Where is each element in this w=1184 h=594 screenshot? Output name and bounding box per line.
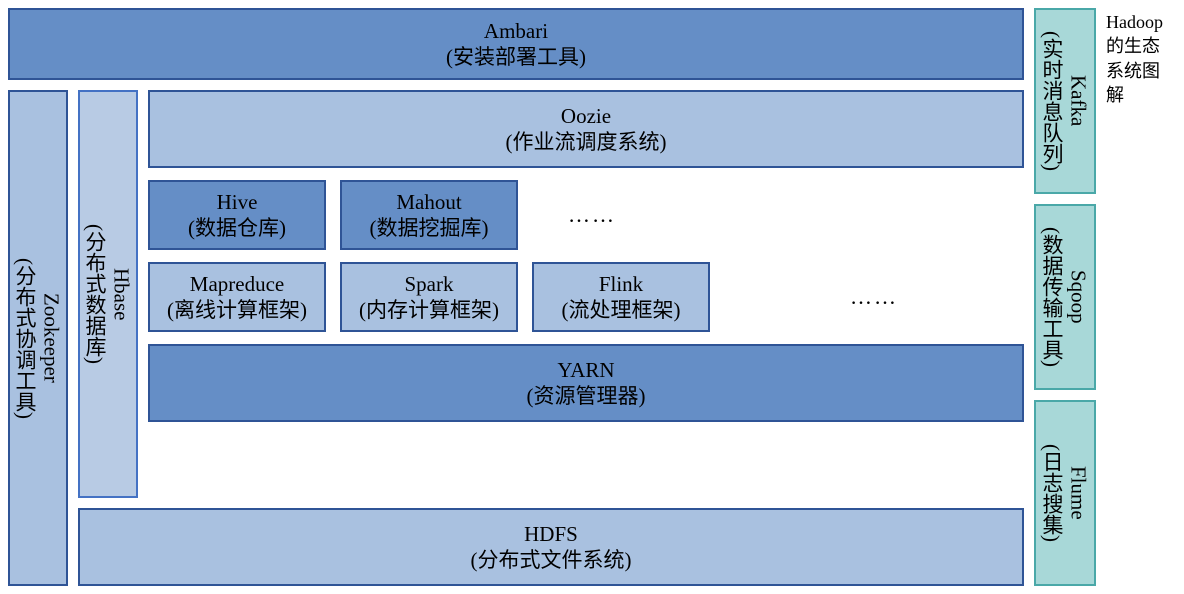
diagram-root: Ambari (安装部署工具) Zookeeper (分布式协调工具) Hbas… [8,8,1176,586]
mapreduce-title: Mapreduce [190,271,284,297]
tools-row-1: Hive (数据仓库) Mahout (数据挖掘库) …… [148,180,1024,250]
kafka-sub: (实时消息队列) [1039,31,1065,171]
spark-sub: (内存计算框架) [359,297,499,323]
row2-ellipsis: …… [724,262,1024,332]
sqoop-sub: (数据传输工具) [1039,227,1065,367]
flume-box: Flume (日志搜集) [1034,400,1096,586]
oozie-title: Oozie [561,103,611,129]
sqoop-box: Sqoop (数据传输工具) [1034,204,1096,390]
hbase-and-center: Hbase (分布式数据库) Oozie (作业流调度系统) [78,90,1024,498]
mapreduce-box: Mapreduce (离线计算框架) [148,262,326,332]
ambari-sub: (安装部署工具) [446,44,586,70]
flink-title: Flink [599,271,643,297]
ambari-title: Ambari [484,18,548,44]
tools-row-2: Mapreduce (离线计算框架) Spark (内存计算框架) Flink … [148,262,1024,332]
hdfs-title: HDFS [524,521,578,547]
middle-row: Zookeeper (分布式协调工具) Hbase (分布式数据库) [8,90,1024,586]
oozie-sub: (作业流调度系统) [506,129,667,155]
yarn-sub: (资源管理器) [527,383,646,409]
hdfs-box: HDFS (分布式文件系统) [78,508,1024,586]
kafka-title: Kafka [1065,75,1091,126]
mapreduce-sub: (离线计算框架) [167,297,307,323]
sqoop-title: Sqoop [1065,270,1091,324]
flume-title: Flume [1065,466,1091,520]
side-column: Kafka (实时消息队列) Sqoop (数据传输工具) Flume (日志搜… [1034,8,1096,586]
flink-sub: (流处理框架) [562,297,681,323]
yarn-box: YARN (资源管理器) [148,344,1024,422]
oozie-box: Oozie (作业流调度系统) [148,90,1024,168]
row1-ellipsis: …… [532,180,652,250]
zookeeper-title: Zookeeper [38,293,64,383]
zookeeper-sub: (分布式协调工具) [12,258,38,419]
hbase-box: Hbase (分布式数据库) [78,90,138,498]
hdfs-sub: (分布式文件系统) [471,547,632,573]
yarn-title: YARN [557,357,614,383]
center-and-hdfs: Hbase (分布式数据库) Oozie (作业流调度系统) [78,90,1024,586]
mahout-title: Mahout [396,189,461,215]
flink-box: Flink (流处理框架) [532,262,710,332]
kafka-box: Kafka (实时消息队列) [1034,8,1096,194]
zookeeper-box: Zookeeper (分布式协调工具) [8,90,68,586]
hive-title: Hive [217,189,258,215]
center-stack: Oozie (作业流调度系统) Hive (数据仓库) Mahout (数 [148,90,1024,498]
main-column: Ambari (安装部署工具) Zookeeper (分布式协调工具) Hbas… [8,8,1024,586]
ambari-box: Ambari (安装部署工具) [8,8,1024,80]
hbase-sub: (分布式数据库) [82,224,108,364]
hive-box: Hive (数据仓库) [148,180,326,250]
mahout-box: Mahout (数据挖掘库) [340,180,518,250]
hbase-title: Hbase [108,268,134,320]
spark-title: Spark [405,271,454,297]
spark-box: Spark (内存计算框架) [340,262,518,332]
flume-sub: (日志搜集) [1039,444,1065,542]
mahout-sub: (数据挖掘库) [370,215,489,241]
hive-sub: (数据仓库) [188,215,286,241]
caption: Hadoop的生态系统图解 [1106,8,1176,586]
